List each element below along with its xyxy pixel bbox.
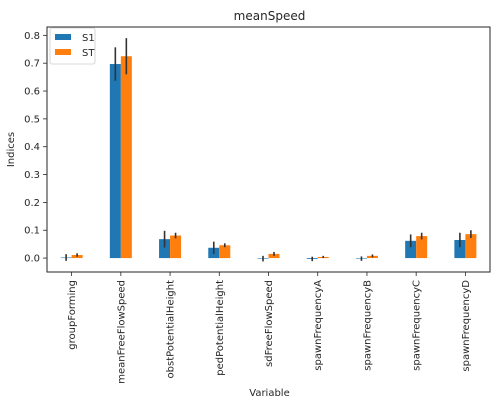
y-tick-label: 0.3	[24, 170, 40, 181]
y-axis-label: Indices	[6, 132, 17, 167]
bar-s1-spawn-frequency-c	[405, 240, 417, 259]
legend-swatch-s1	[55, 34, 71, 40]
bar-s1-spawn-frequency-d	[454, 239, 466, 259]
x-tick-label-ped-potential-height: pedPotentialHeight	[215, 280, 226, 376]
y-tick-label: 0.1	[24, 226, 40, 237]
y-tick-label: 0.2	[24, 198, 40, 209]
x-axis-label: Variable	[249, 388, 290, 399]
x-axis-ticks: groupForming meanFreeFlowSpeed obstPotenti…	[67, 272, 472, 384]
x-tick-label-spawn-frequency-d: spawnFrequencyD	[461, 280, 472, 372]
legend-label-s1: S1	[82, 33, 95, 44]
legend: S1 ST	[49, 27, 96, 65]
bars-group	[60, 38, 477, 262]
y-tick-label: 0.5	[24, 114, 40, 125]
legend-swatch-st	[55, 49, 71, 55]
x-tick-label-spawn-frequency-c: spawnFrequencyC	[412, 280, 423, 371]
x-tick-label-obst-potential-height: obstPotentialHeight	[166, 280, 177, 379]
y-tick-label: 0.7	[24, 59, 40, 70]
x-tick-label-spawn-frequency-a: spawnFrequencyA	[313, 280, 324, 371]
legend-label-st: ST	[82, 48, 95, 59]
bar-st-spawn-frequency-c	[416, 236, 428, 259]
y-tick-label: 0.6	[24, 87, 40, 98]
bar-s1-obst-potential-height	[159, 239, 171, 259]
y-axis-ticks: 0.0 0.1 0.2 0.3 0.4 0.5 0.6 0.7 0.8	[24, 31, 47, 265]
chart-title: meanSpeed	[234, 9, 306, 23]
x-tick-label-mean-free-flow-speed: meanFreeFlowSpeed	[116, 280, 127, 384]
bar-st-obst-potential-height	[170, 235, 182, 259]
x-tick-label-sd-free-flow-speed: sdFreeFlowSpeed	[264, 280, 275, 367]
bar-st-spawn-frequency-d	[465, 234, 477, 259]
x-tick-label-spawn-frequency-b: spawnFrequencyB	[362, 280, 373, 371]
y-tick-label: 0.0	[24, 254, 40, 265]
bar-s1-mean-free-flow-speed	[109, 64, 121, 259]
y-tick-label: 0.8	[24, 31, 40, 42]
y-tick-label: 0.4	[24, 142, 40, 153]
x-tick-label-group-forming: groupForming	[67, 280, 78, 350]
bar-st-sd-free-flow-speed	[268, 253, 280, 259]
bar-st-ped-potential-height	[219, 245, 231, 259]
bar-st-mean-free-flow-speed	[120, 56, 132, 259]
